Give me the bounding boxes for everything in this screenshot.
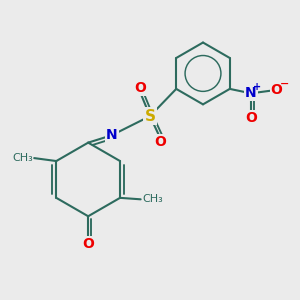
Text: O: O bbox=[154, 135, 166, 149]
Text: O: O bbox=[82, 237, 94, 251]
Text: +: + bbox=[254, 82, 262, 92]
Text: N: N bbox=[245, 86, 257, 100]
Text: N: N bbox=[106, 128, 118, 142]
Text: O: O bbox=[245, 111, 257, 125]
Text: O: O bbox=[271, 83, 283, 98]
Text: CH₃: CH₃ bbox=[12, 153, 33, 163]
Text: O: O bbox=[134, 81, 146, 94]
Text: S: S bbox=[145, 109, 155, 124]
Text: −: − bbox=[280, 79, 289, 89]
Text: CH₃: CH₃ bbox=[142, 194, 163, 204]
